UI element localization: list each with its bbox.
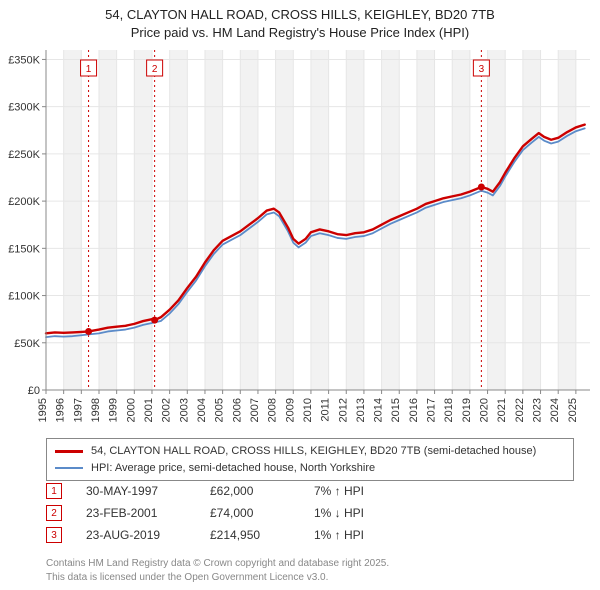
sale-hpi: 1% ↓ HPI [314,506,414,520]
legend-row-price-paid: 54, CLAYTON HALL ROAD, CROSS HILLS, KEIG… [55,443,565,460]
svg-text:2024: 2024 [549,398,561,422]
svg-text:2002: 2002 [161,398,173,422]
svg-text:1997: 1997 [72,398,84,422]
sale-marker-3: 3 [46,527,62,543]
sale-date: 23-AUG-2019 [86,528,186,542]
svg-text:2012: 2012 [337,398,349,422]
line-chart: 1 2 3 £0 £50K £100K £150K £200K £250K £300K £350K 1… [0,44,600,432]
svg-text:2023: 2023 [532,398,544,422]
svg-text:2011: 2011 [320,398,332,422]
legend-swatch-hpi [55,467,83,469]
svg-text:2: 2 [152,64,158,75]
title-line-1: 54, CLAYTON HALL ROAD, CROSS HILLS, KEIG… [105,7,495,22]
svg-text:£150K: £150K [8,243,40,255]
svg-text:2000: 2000 [125,398,137,422]
chart-area: 1 2 3 £0 £50K £100K £150K £200K £250K £300K £350K 1… [0,44,600,432]
table-row: 2 23-FEB-2001 £74,000 1% ↓ HPI [46,502,556,524]
sale-marker-2: 2 [46,505,62,521]
svg-text:2013: 2013 [355,398,367,422]
svg-text:2010: 2010 [302,398,314,422]
table-row: 3 23-AUG-2019 £214,950 1% ↑ HPI [46,524,556,546]
attribution-line-2: This data is licensed under the Open Gov… [46,572,328,583]
sale-marker-1: 1 [46,483,62,499]
svg-text:3: 3 [479,64,485,75]
svg-text:2022: 2022 [514,398,526,422]
svg-text:1996: 1996 [55,398,67,422]
svg-text:2015: 2015 [390,398,402,422]
svg-text:2017: 2017 [426,398,438,422]
svg-text:2005: 2005 [214,398,226,422]
svg-text:2008: 2008 [267,398,279,422]
svg-text:1999: 1999 [108,398,120,422]
svg-text:1995: 1995 [37,398,49,422]
sale-hpi: 1% ↑ HPI [314,528,414,542]
svg-text:2007: 2007 [249,398,261,422]
svg-text:£250K: £250K [8,149,40,161]
svg-text:2001: 2001 [143,398,155,422]
svg-text:£50K: £50K [14,338,40,350]
legend-label-price-paid: 54, CLAYTON HALL ROAD, CROSS HILLS, KEIG… [91,443,536,460]
legend-row-hpi: HPI: Average price, semi-detached house,… [55,460,565,477]
svg-text:£0: £0 [28,385,40,397]
sale-hpi: 7% ↑ HPI [314,484,414,498]
sale-date: 23-FEB-2001 [86,506,186,520]
svg-text:2021: 2021 [496,398,508,422]
attribution: Contains HM Land Registry data © Crown c… [46,557,389,584]
sale-price: £62,000 [210,484,290,498]
svg-text:2014: 2014 [373,398,385,422]
svg-text:2025: 2025 [567,398,579,422]
svg-text:£200K: £200K [8,196,40,208]
svg-text:2003: 2003 [178,398,190,422]
svg-text:1998: 1998 [90,398,102,422]
legend-swatch-price-paid [55,450,83,453]
sales-table: 1 30-MAY-1997 £62,000 7% ↑ HPI 2 23-FEB-… [46,480,556,546]
svg-text:2018: 2018 [443,398,455,422]
sale-price: £214,950 [210,528,290,542]
attribution-line-1: Contains HM Land Registry data © Crown c… [46,558,389,569]
svg-text:2009: 2009 [284,398,296,422]
chart-title: 54, CLAYTON HALL ROAD, CROSS HILLS, KEIG… [0,0,600,41]
svg-text:2016: 2016 [408,398,420,422]
svg-text:£300K: £300K [8,102,40,114]
legend-label-hpi: HPI: Average price, semi-detached house,… [91,460,375,477]
table-row: 1 30-MAY-1997 £62,000 7% ↑ HPI [46,480,556,502]
svg-text:2004: 2004 [196,398,208,422]
svg-text:1: 1 [86,64,92,75]
svg-text:£100K: £100K [8,291,40,303]
sale-price: £74,000 [210,506,290,520]
title-line-2: Price paid vs. HM Land Registry's House … [131,25,469,40]
svg-text:£350K: £350K [8,54,40,66]
sale-date: 30-MAY-1997 [86,484,186,498]
svg-text:2020: 2020 [479,398,491,422]
svg-text:2019: 2019 [461,398,473,422]
legend: 54, CLAYTON HALL ROAD, CROSS HILLS, KEIG… [46,438,574,481]
svg-text:2006: 2006 [231,398,243,422]
